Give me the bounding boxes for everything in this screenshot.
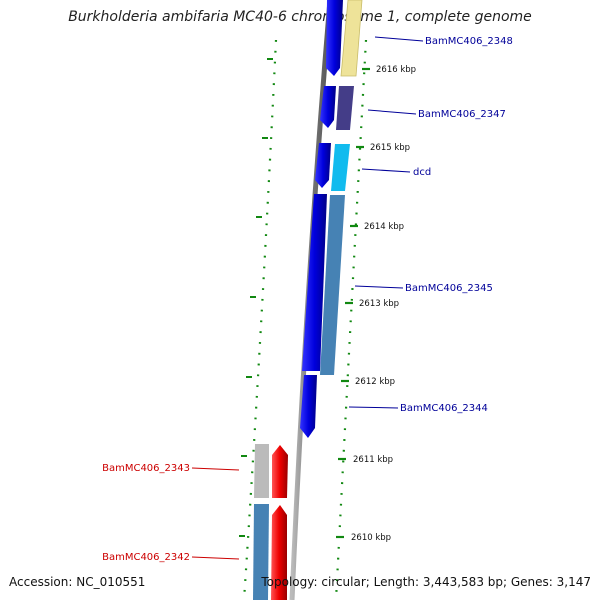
gene-arrow [326, 0, 343, 76]
gene-label-reverse[interactable]: BamMC406_2342 [102, 552, 190, 563]
gene-label-forward[interactable]: BamMC406_2348 [425, 36, 513, 47]
cds-color-track [320, 0, 363, 375]
gene-label-reverse[interactable]: BamMC406_2343 [102, 463, 190, 474]
scale-label: 2611 kbp [353, 455, 393, 465]
map-title: Burkholderia ambifaria MC40-6 chromosome… [68, 9, 532, 25]
scale-ticks [336, 67, 370, 539]
scale-label: 2615 kbp [370, 143, 410, 153]
gene-arrow [300, 375, 317, 438]
gene-arrow [271, 505, 287, 600]
scale-label: 2613 kbp [359, 299, 399, 309]
gene-arrow [315, 143, 331, 188]
gc-skew-marks [239, 58, 273, 537]
gene-arrow [320, 86, 336, 128]
scale-label: 2614 kbp [364, 222, 404, 232]
gene-arrow [272, 445, 288, 498]
gene-arrow [302, 194, 327, 371]
gene-label-forward[interactable]: BamMC406_2344 [400, 403, 488, 414]
scale-label: 2610 kbp [351, 533, 391, 543]
genome-summary: Topology: circular; Length: 3,443,583 bp… [261, 575, 591, 589]
gene-label-forward[interactable]: BamMC406_2347 [418, 109, 506, 120]
forward-strand-genes [300, 0, 343, 438]
gene-label-forward[interactable]: dcd [413, 167, 431, 178]
reverse-strand-genes [253, 444, 288, 600]
gene-label-forward[interactable]: BamMC406_2345 [405, 283, 493, 294]
scale-label: 2616 kbp [376, 65, 416, 75]
accession-label: Accession: NC_010551 [9, 575, 146, 589]
scale-label: 2612 kbp [355, 377, 395, 387]
